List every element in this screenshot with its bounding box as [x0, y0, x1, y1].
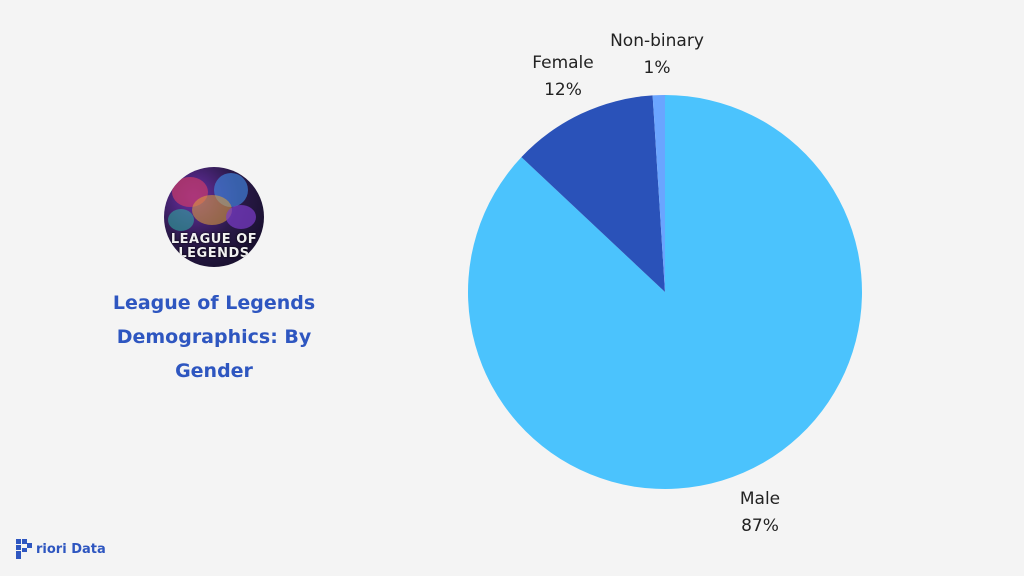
slice-label-female: Female [532, 53, 593, 73]
pie-slice-non-binary [652, 95, 665, 292]
slice-label-non-binary: Non-binary [610, 31, 704, 51]
slice-value-non-binary: 1% [644, 58, 671, 78]
page-title: League of Legends Demographics: By Gende… [112, 292, 316, 382]
logo-text-line2: LEGENDS [178, 246, 250, 261]
slice-value-female: 12% [544, 80, 582, 100]
brand-logo: riori Data [15, 538, 106, 560]
league-of-legends-logo: LEAGUE OF LEGENDS [164, 167, 264, 267]
pie-slice-male [467, 95, 862, 489]
pie-labels: Male 87% Female 12% Non-binary 1% [532, 31, 780, 536]
brand-name: riori Data [36, 541, 106, 557]
pie-slices [467, 95, 862, 489]
pie-slice-female [521, 95, 665, 292]
slice-label-male: Male [740, 489, 780, 509]
priori-data-icon [16, 539, 32, 559]
logo-text-line1: LEAGUE OF [170, 232, 258, 247]
slice-value-male: 87% [741, 516, 779, 536]
